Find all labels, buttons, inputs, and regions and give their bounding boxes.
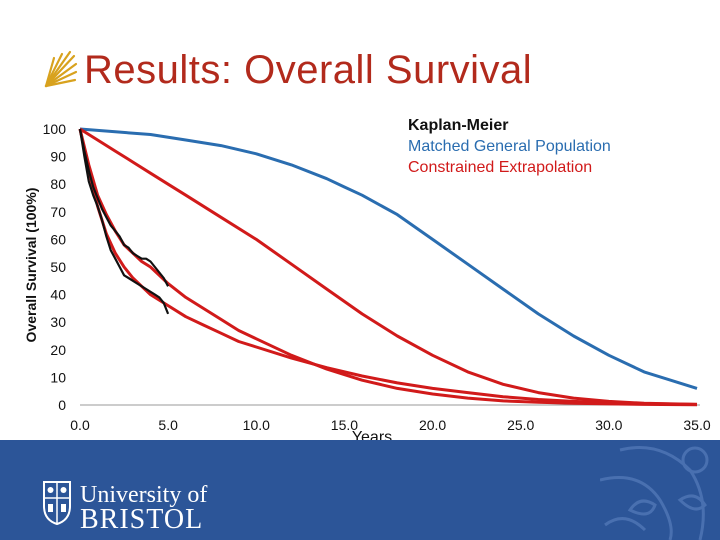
x-tick-label: 35.0 (683, 417, 710, 433)
y-tick-label: 10 (50, 369, 66, 385)
x-tick-label: 30.0 (595, 417, 622, 433)
legend-item: Constrained Extrapolation (408, 159, 592, 176)
x-axis-title: Years (352, 429, 392, 440)
series-lines (78, 127, 698, 407)
y-tick-label: 90 (50, 149, 66, 165)
series-line-constrained-extrapolation (78, 128, 698, 407)
x-tick-label: 5.0 (158, 417, 178, 433)
legend: Kaplan-Meier Matched General Population Co… (408, 117, 611, 176)
y-tick-label: 60 (50, 231, 66, 247)
x-tick-label: 20.0 (419, 417, 446, 433)
y-tick-label: 50 (50, 259, 66, 275)
y-tick-labels: 0 10 20 30 40 50 60 70 80 90 100 (43, 121, 67, 413)
y-tick-label: 30 (50, 314, 66, 330)
y-tick-label: 0 (58, 397, 66, 413)
logo-line-2: BRISTOL (80, 504, 204, 535)
series-line-kaplan-meier (78, 128, 170, 315)
series-line-constrained-extrapolation (78, 128, 698, 406)
y-tick-label: 20 (50, 342, 66, 358)
series-line-constrained-extrapolation (79, 127, 698, 406)
x-tick-label: 0.0 (70, 417, 90, 433)
university-crest-icon (43, 481, 71, 526)
flame-logo-icon (44, 50, 78, 88)
legend-item: Matched General Population (408, 138, 611, 155)
y-tick-label: 100 (43, 121, 67, 137)
logo-line-1: University of (80, 482, 208, 508)
y-tick-label: 70 (50, 204, 66, 220)
y-tick-label: 40 (50, 287, 66, 303)
x-tick-labels: 0.0 5.0 10.0 15.0 20.0 25.0 30.0 35.0 (70, 417, 711, 433)
y-tick-label: 80 (50, 176, 66, 192)
x-tick-label: 25.0 (507, 417, 534, 433)
survival-chart: Overall Survival (100%) 0 10 20 30 40 50 60 70 8… (23, 117, 711, 440)
decorative-crest-pattern-icon (600, 446, 709, 540)
slide-title: Results: Overall Survival (84, 47, 533, 92)
legend-item: Kaplan-Meier (408, 117, 508, 134)
slide-title-group: Results: Overall Survival (42, 40, 532, 100)
series-line-kaplan-meier (78, 128, 170, 287)
y-axis-title-group: Overall Survival (100%) (23, 188, 39, 343)
x-tick-label: 10.0 (243, 417, 270, 433)
x-tick-label: 15.0 (331, 417, 358, 433)
footer-bar: University of BRISTOL (0, 440, 720, 540)
series-line-matched-general-population (79, 127, 698, 390)
y-axis-title: Overall Survival (100%) (23, 188, 39, 343)
